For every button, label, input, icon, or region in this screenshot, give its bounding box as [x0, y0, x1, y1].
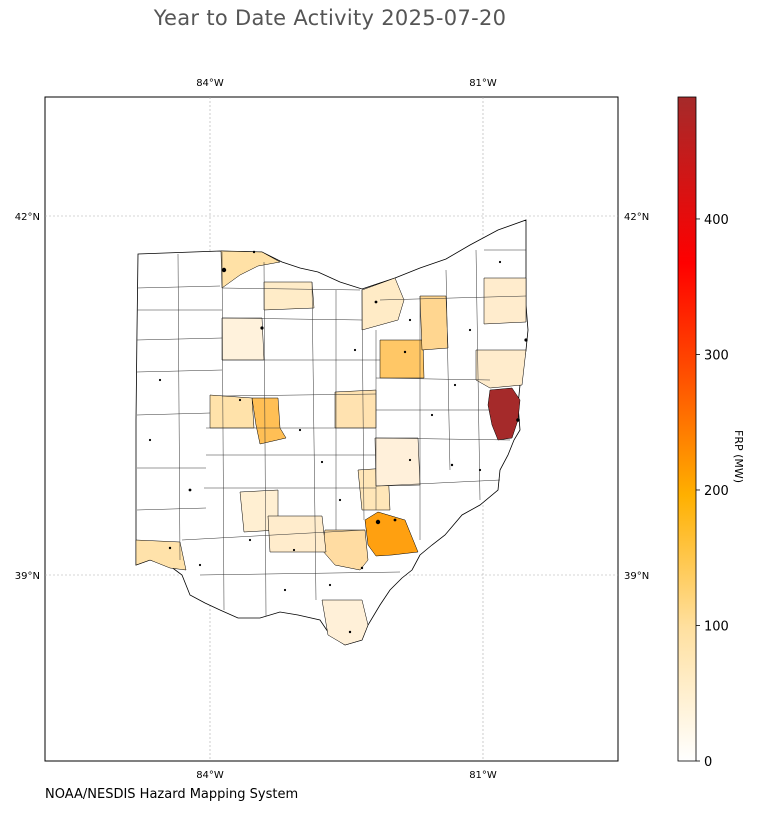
county-east-lower [374, 437, 421, 487]
bottom-lon-ticks: 84°W 81°W [196, 770, 497, 781]
county-north-upper [263, 281, 315, 311]
top-lon-ticks: 84°W 81°W [196, 78, 497, 89]
colorbar-tick-label: 400 [704, 213, 729, 228]
colorbar-ticks: 0 100 200 300 400 [696, 213, 729, 770]
county-southeast-lower [321, 599, 369, 646]
colorbar [677, 96, 697, 762]
county-east-upper [483, 277, 527, 325]
tick-left-39n: 39°N [15, 571, 40, 582]
tick-left-42n: 42°N [15, 212, 40, 223]
fire-detections [148, 250, 528, 634]
county-south-center [267, 515, 327, 553]
colorbar-tick-label: 300 [704, 348, 729, 363]
right-lat-ticks: 42°N 39°N [624, 212, 649, 582]
colorbar-label: FRP (MW) [732, 430, 745, 484]
county-east-mid [475, 349, 527, 389]
left-lat-ticks: 42°N 39°N [15, 212, 40, 582]
tick-bottom-84w: 84°W [196, 770, 224, 781]
colorbar-tick-label: 200 [704, 484, 729, 499]
tick-bottom-81w: 81°W [469, 770, 497, 781]
colorbar-tick-label: 100 [704, 619, 729, 634]
county-east-border [487, 387, 521, 441]
county-central-east [334, 389, 377, 429]
tick-top-81w: 81°W [469, 78, 497, 89]
county-north-central-lake [419, 295, 449, 351]
map-title: Year to Date Activity 2025-07-20 [153, 6, 507, 30]
county-northeast-upper [361, 277, 405, 331]
county-west-middle [209, 394, 255, 429]
tick-right-39n: 39°N [624, 571, 649, 582]
credit-text: NOAA/NESDIS Hazard Mapping System [45, 787, 299, 802]
state-ohio [135, 219, 529, 646]
tick-right-42n: 42°N [624, 212, 649, 223]
tick-top-84w: 84°W [196, 78, 224, 89]
county-boundaries [136, 249, 527, 617]
county-northeast-central [379, 339, 425, 379]
county-west-central [251, 397, 287, 445]
county-center-north [221, 317, 265, 361]
colorbar-tick-label: 0 [704, 755, 712, 770]
